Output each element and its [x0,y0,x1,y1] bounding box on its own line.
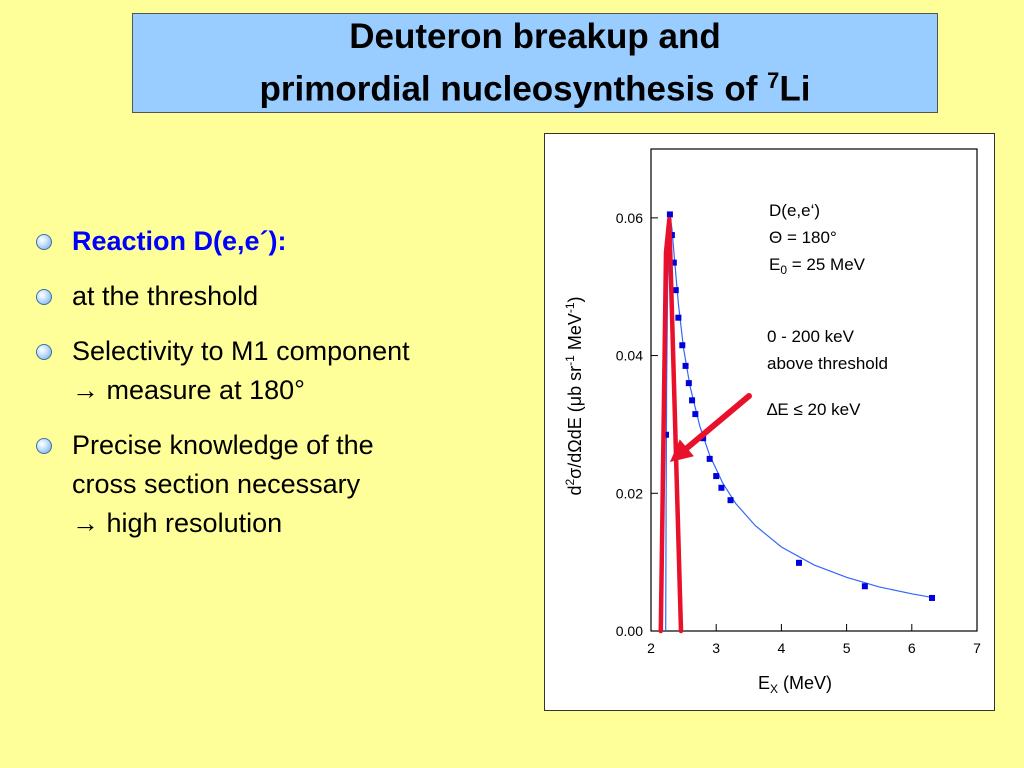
bullet-item-reaction: Reaction D(e,e´): [36,222,516,261]
data-point [689,397,696,404]
bullet-text: Reaction D(e,e´): [72,226,287,256]
bullet-text: cross section necessary [72,469,361,499]
x-axis-label-tail: (MeV) [778,673,832,693]
y-axis-label-part: σ/dΩdE (μb sr [565,366,585,479]
fit-curve [665,215,932,632]
y-axis-label-sup: -1 [563,302,577,313]
y-axis-label-sup: -1 [563,355,577,366]
bullet-text: Precise knowledge of the [72,430,374,460]
bullet-item-precision: Precise knowledge of the cross section n… [36,426,516,543]
data-point [692,411,699,418]
threshold-peak-arrow [658,216,684,634]
bullet-text: → high resolution [72,508,283,538]
plot-frame [650,148,978,632]
x-axis-label: EX (MeV) [758,673,832,696]
data-point [662,431,669,438]
x-axis-label-sub: X [770,682,778,696]
pointer-arrow-head [670,439,694,462]
data-point [861,583,868,590]
data-point [929,594,936,601]
x-tick-label: 4 [778,640,786,656]
y-axis-label: d2σ/dΩdE (μb sr-1 MeV-1) [563,296,585,495]
title-line-2: primordial nucleosynthesis of 7Li [260,59,811,112]
y-tick-label: 0.04 [616,348,643,364]
pointer-arrow-shaft [684,393,752,451]
y-axis-label-part: ) [565,296,585,302]
data-point [679,342,686,349]
bullet-text: Selectivity to M1 component [72,336,410,366]
x-tick-label: 2 [647,640,655,656]
annotation-energy-main: E [769,255,780,274]
annotation-energy-sub: 0 [780,263,787,277]
bullet-dot-icon [36,289,52,305]
y-axis-label-sup: 2 [563,479,577,486]
title-line-2-text: primordial nucleosynthesis of [259,69,768,109]
bullet-item-selectivity: Selectivity to M1 component → measure at… [36,332,516,410]
bullet-item-threshold: at the threshold [36,277,516,316]
bullet-dot-icon [36,344,52,360]
data-point [706,455,713,462]
annotation-resolution: ∆E ≤ 20 keV [767,400,861,419]
x-axis-label-main: E [758,673,770,693]
data-point [675,314,682,321]
annotation-reaction: D(e,e‘) [769,201,820,220]
x-tick-label: 7 [973,640,981,656]
bullet-text: at the threshold [72,281,259,311]
bullet-list: Reaction D(e,e´): at the threshold Selec… [36,222,516,559]
cross-section-chart: 0.00 0.02 0.04 0.06 2 3 4 5 6 7 D(e,e‘) Θ = 180°… [563,148,981,696]
annotation-window-1: 0 - 200 keV [767,327,855,346]
data-point [682,362,689,369]
x-tick-label: 3 [712,640,720,656]
bullet-dot-icon [36,234,52,250]
annotation-energy-tail: = 25 MeV [787,255,866,274]
annotation-window-2: above threshold [767,354,888,373]
y-axis-label-part: MeV [565,313,585,355]
bullet-dot-icon [36,438,52,454]
bullet-text: → measure at 180° [72,375,305,405]
data-point [672,287,679,294]
data-point [718,484,725,491]
title-superscript: 7 [767,67,780,93]
cross-section-figure: 0.00 0.02 0.04 0.06 2 3 4 5 6 7 D(e,e‘) Θ = 180°… [544,133,995,711]
y-tick-label: 0.02 [616,485,643,501]
slide-title: Deuteron breakup and primordial nucleosy… [132,13,938,113]
data-point [685,380,692,387]
data-point [713,473,720,480]
title-line-1: Deuteron breakup and [349,16,721,56]
x-tick-label: 5 [843,640,851,656]
data-point [727,497,734,504]
data-point [670,259,677,266]
title-line-2-tail: Li [779,69,811,109]
data-point [796,559,803,566]
y-axis-label-part: d [565,486,585,496]
annotation-angle: Θ = 180° [769,228,837,247]
data-point [666,211,673,218]
x-tick-label: 6 [908,640,916,656]
y-tick-label: 0.00 [616,623,643,639]
annotation-beam-energy: E0 = 25 MeV [769,255,866,277]
y-tick-label: 0.06 [616,210,643,226]
